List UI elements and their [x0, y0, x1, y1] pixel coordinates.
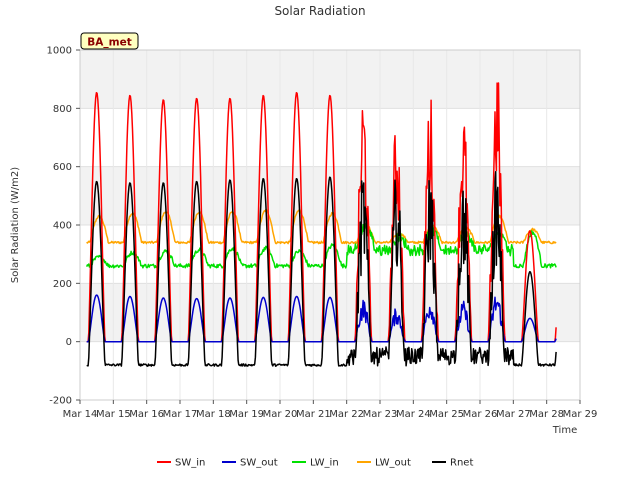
plot-band — [80, 108, 580, 167]
legend-item-lw-in: LW_in — [292, 458, 339, 469]
plot-band — [80, 283, 580, 342]
legend-item-rnet: Rnet — [432, 458, 473, 469]
legend-label: LW_out — [375, 458, 411, 469]
x-tick-label: Mar 29 — [563, 409, 598, 420]
series-line-lw-in — [86, 222, 557, 269]
x-tick-label: Mar 24 — [396, 409, 431, 420]
x-axis-title: Time — [552, 425, 577, 436]
x-tick-label: Mar 27 — [496, 409, 531, 420]
y-tick-label: 800 — [53, 104, 72, 115]
y-tick-label: 600 — [53, 162, 72, 173]
x-tick-label: Mar 15 — [96, 409, 131, 420]
x-tick-label: Mar 22 — [329, 409, 364, 420]
legend-label: SW_in — [175, 458, 205, 469]
y-axis-title: Solar Radiation (W/m2) — [10, 167, 21, 283]
y-tick-label: 1000 — [47, 46, 72, 57]
x-tick-label: Mar 18 — [196, 409, 231, 420]
station-badge: BA_met — [80, 32, 139, 50]
series-line-sw-out — [86, 294, 557, 343]
x-tick-label: Mar 26 — [463, 409, 498, 420]
legend-item-sw-in: SW_in — [157, 458, 205, 469]
series-lines — [86, 82, 557, 367]
legend-item-lw-out: LW_out — [357, 458, 411, 469]
x-tick-label: Mar 28 — [529, 409, 564, 420]
station-badge-label: BA_met — [87, 37, 131, 49]
y-tick-label: -200 — [49, 396, 72, 407]
x-tick-label: Mar 16 — [129, 409, 164, 420]
y-tick-label: 200 — [53, 279, 72, 290]
chart-title: Solar Radiation — [274, 4, 365, 18]
series-line-rnet — [86, 171, 557, 367]
series-line-lw-out — [86, 208, 557, 245]
plot-band — [80, 50, 580, 109]
station-badge-box — [80, 32, 139, 50]
plot-band — [80, 341, 580, 400]
x-tick-label: Mar 23 — [363, 409, 398, 420]
legend-label: Rnet — [450, 458, 473, 469]
x-tick-label: Mar 20 — [263, 409, 298, 420]
x-tick-label: Mar 19 — [229, 409, 264, 420]
x-tick-label: Mar 17 — [163, 409, 198, 420]
x-tick-label: Mar 14 — [63, 409, 98, 420]
legend: SW_in SW_out LW_in LW_out Rnet — [157, 458, 473, 469]
legend-label: SW_out — [240, 458, 278, 469]
x-tick-label: Mar 25 — [429, 409, 464, 420]
legend-label: LW_in — [310, 458, 339, 469]
x-tick-label: Mar 21 — [296, 409, 331, 420]
legend-item-sw-out: SW_out — [222, 458, 278, 469]
y-tick-label: 400 — [53, 221, 72, 232]
y-tick-label: 0 — [66, 337, 72, 348]
plot-band — [80, 225, 580, 284]
